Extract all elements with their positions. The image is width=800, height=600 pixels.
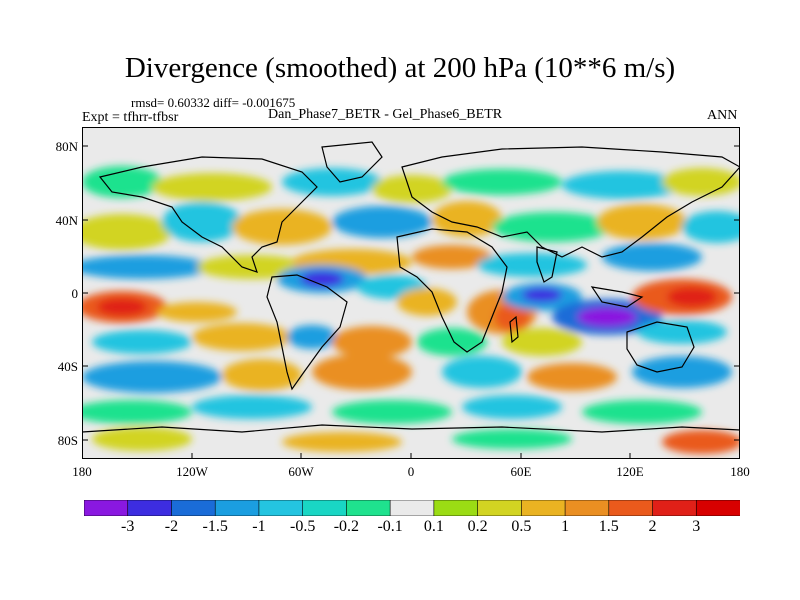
colorbar-label: 1.5 <box>598 518 619 535</box>
colorbar-swatch <box>258 500 304 516</box>
colorbar-swatch <box>433 500 479 516</box>
colorbar-label: -2 <box>164 518 179 535</box>
colorbar-label: 2 <box>648 518 657 535</box>
colorbar-swatch <box>695 500 740 516</box>
colorbar-label: 0.5 <box>511 518 532 535</box>
colorbar-label: -0.2 <box>333 518 360 535</box>
lat-label-80n: 80N <box>55 139 78 154</box>
lat-label-80s: 80S <box>57 433 78 448</box>
lon-label-180w: 180 <box>72 464 92 479</box>
colorbar-swatch <box>302 500 347 516</box>
rmsd-stats: rmsd= 0.60332 diff= -0.001675 <box>131 95 296 110</box>
colorbar-label: -0.5 <box>289 518 316 535</box>
chart-title: Divergence (smoothed) at 200 hPa (10**6 … <box>124 52 676 84</box>
axis-ticks <box>82 145 740 459</box>
colorbar-label: -1.5 <box>202 518 228 535</box>
lat-label-40n: 40N <box>55 213 78 228</box>
colorbar-swatch <box>652 500 697 516</box>
colorbar-swatch <box>608 500 654 516</box>
colorbar-label: -1 <box>252 518 266 535</box>
season-label: ANN <box>707 108 738 123</box>
experiment-label: Expt = tfhrr-tfbsr <box>82 110 179 125</box>
colorbar-swatch <box>84 500 129 516</box>
colorbar-label: 0.1 <box>423 518 444 535</box>
colorbar-label: 1 <box>561 518 570 535</box>
colorbar-swatch <box>389 500 435 516</box>
lon-label-120w: 120W <box>176 464 208 479</box>
colorbar-swatch <box>521 500 566 516</box>
colorbar-swatch <box>346 500 391 516</box>
lon-label-0: 0 <box>407 464 415 479</box>
colorbar-swatch <box>214 500 260 516</box>
colorbar-swatch <box>477 500 522 516</box>
colorbar <box>84 500 740 516</box>
divergence-map <box>82 127 740 459</box>
colorbar-label: 0.2 <box>467 518 488 535</box>
colorbar-label: 3 <box>692 518 701 535</box>
lon-label-60e: 60E <box>510 464 532 479</box>
field-shading <box>82 166 740 454</box>
colorbar-swatch <box>171 500 216 516</box>
colorbar-swatch <box>564 500 610 516</box>
colorbar-label: -0.1 <box>377 518 403 535</box>
colorbar-swatch <box>127 500 173 516</box>
lat-label-40s: 40S <box>57 359 78 374</box>
colorbar-label: -3 <box>121 518 135 535</box>
lon-label-120e: 120E <box>616 464 644 479</box>
lat-label-0: 0 <box>71 286 79 301</box>
case-comparison-label: Dan_Phase7_BETR - Gel_Phase6_BETR <box>268 107 503 122</box>
lon-label-180e: 180 <box>730 464 750 479</box>
lon-label-60w: 60W <box>288 464 314 479</box>
coastlines <box>82 141 740 433</box>
